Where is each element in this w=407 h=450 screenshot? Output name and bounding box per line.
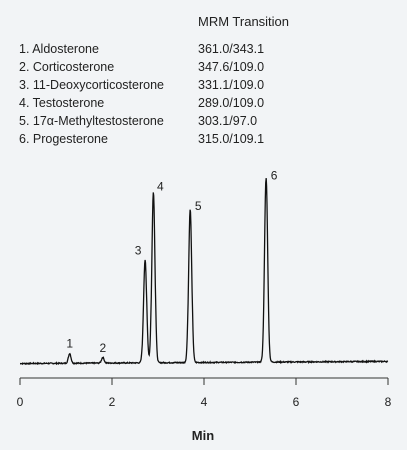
x-axis: 0 2 4 6 8 [17, 377, 392, 409]
compound-name: 2. Corticosterone [19, 60, 115, 74]
peak-label: 6 [271, 169, 278, 183]
chromatogram-trace [19, 178, 389, 366]
x-axis-label: Min [192, 428, 214, 443]
x-tick-label: 6 [293, 395, 300, 409]
peak-label: 5 [195, 199, 202, 213]
mrm-value: 347.6/109.0 [198, 60, 265, 74]
peak-label: 4 [157, 180, 164, 194]
peak-label: 2 [99, 341, 106, 355]
compound-name: 4. Testosterone [19, 96, 105, 110]
mrm-transition-header: MRM Transition [198, 14, 290, 29]
peak-labels: 1 2 3 4 5 6 [66, 169, 277, 355]
mrm-value: 289.0/109.0 [198, 96, 265, 110]
compound-name: 6. Progesterone [19, 132, 108, 146]
x-tick-label: 4 [201, 395, 208, 409]
compound-name: 5. 17α-Methyltestosterone [19, 114, 164, 128]
mrm-value: 303.1/97.0 [198, 114, 258, 128]
compound-name: 1. Aldosterone [19, 42, 99, 56]
x-tick-label: 8 [385, 395, 392, 409]
mrm-value: 315.0/109.1 [198, 132, 265, 146]
peak-label: 1 [66, 337, 73, 351]
x-tick-label: 2 [109, 395, 116, 409]
peak-label: 3 [135, 244, 142, 258]
trace-layer [19, 178, 389, 366]
compound-name: 3. 11-Deoxycorticosterone [19, 78, 164, 92]
x-tick-label: 0 [17, 395, 24, 409]
mrm-value: 331.1/109.0 [198, 78, 265, 92]
mrm-value: 361.0/343.1 [198, 42, 265, 56]
